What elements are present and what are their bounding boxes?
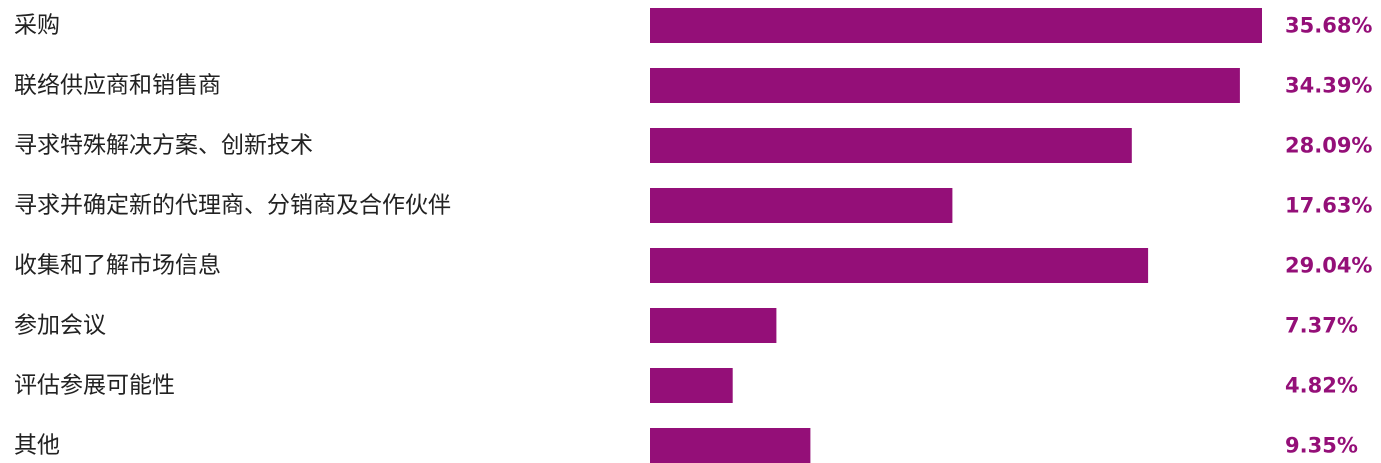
bar <box>650 368 733 403</box>
value-label: 4.82% <box>1285 374 1358 398</box>
value-label: 28.09% <box>1285 134 1372 158</box>
value-label: 29.04% <box>1285 254 1372 278</box>
value-label: 9.35% <box>1285 434 1358 458</box>
category-label: 收集和了解市场信息 <box>14 253 221 279</box>
bar <box>650 68 1240 103</box>
bars <box>650 8 1262 463</box>
bar <box>650 308 777 343</box>
bar <box>650 8 1262 43</box>
category-label: 评估参展可能性 <box>14 373 175 399</box>
bar <box>650 428 811 463</box>
bar <box>650 248 1149 283</box>
category-labels: 采购联络供应商和销售商寻求特殊解决方案、创新技术寻求并确定新的代理商、分销商及合… <box>14 13 451 459</box>
category-label: 采购 <box>14 13 60 39</box>
category-label: 参加会议 <box>14 313 106 339</box>
value-label: 34.39% <box>1285 74 1372 98</box>
category-label: 寻求特殊解决方案、创新技术 <box>14 133 313 159</box>
value-label: 17.63% <box>1285 194 1372 218</box>
category-label: 联络供应商和销售商 <box>14 73 221 99</box>
category-label: 寻求并确定新的代理商、分销商及合作伙伴 <box>14 193 451 219</box>
bar <box>650 128 1132 163</box>
value-label: 35.68% <box>1285 14 1372 38</box>
value-labels: 35.68% 34.39% 28.09% 17.63% 29.04% 7.37% 4.82%… <box>1285 14 1372 458</box>
category-label: 其他 <box>14 433 60 459</box>
bar <box>650 188 953 223</box>
value-label: 7.37% <box>1285 314 1358 338</box>
